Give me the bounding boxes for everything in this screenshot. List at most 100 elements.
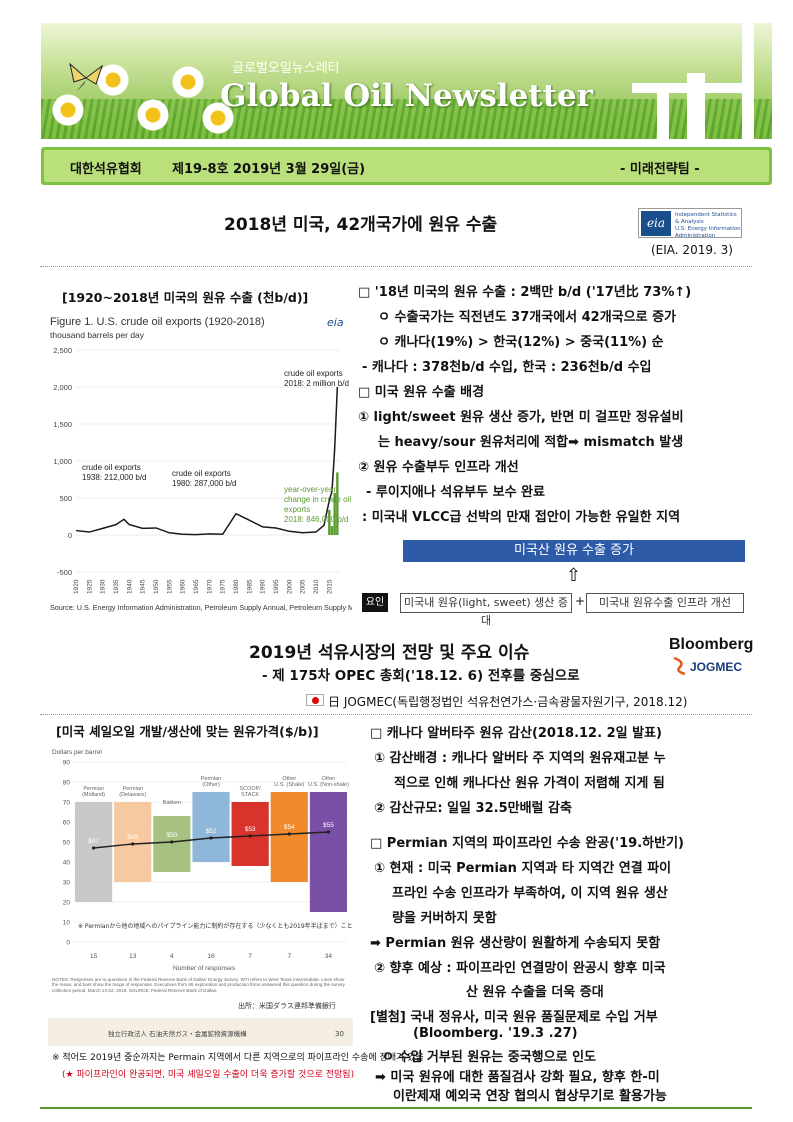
issue-date: 제19-8호 2019년 3월 29일(금) bbox=[172, 162, 366, 177]
jogmec-logo: JOGMEC bbox=[690, 660, 743, 674]
chart2-notes: NOTES: Responses are to questions in the… bbox=[52, 977, 345, 993]
mean-point bbox=[131, 842, 135, 846]
yoy-change-bar bbox=[336, 472, 339, 535]
x-tick-label: 1925 bbox=[86, 579, 93, 594]
department-name: - 미래전략팀 - bbox=[620, 162, 700, 177]
article1-source: (EIA. 2019. 3) bbox=[651, 243, 733, 257]
y-tick-label: 50 bbox=[63, 840, 71, 847]
x-tick-label: 1950 bbox=[153, 579, 160, 594]
organization-name: 대한석유협회 bbox=[70, 162, 142, 177]
response-count: 15 bbox=[90, 953, 98, 960]
y-tick-label: 10 bbox=[63, 920, 71, 927]
chart2-note-1: ※ 적어도 2019년 중순까지는 Permain 지역에서 다른 지역으로의 … bbox=[52, 1053, 424, 1063]
a2-line-7: 량을 커버하지 못함 bbox=[392, 911, 497, 926]
a2-line-6: 프라인 수송 인프라가 부족하여, 이 지역 원유 생산 bbox=[392, 886, 668, 901]
x-tick-label: 1990 bbox=[260, 579, 267, 594]
x-tick-label: 1965 bbox=[193, 579, 200, 594]
chart2-ylabel: Dollars per barrel bbox=[52, 749, 102, 756]
range-bar bbox=[270, 792, 308, 882]
x-tick-label: 1980 bbox=[233, 579, 240, 594]
daisy-icon bbox=[51, 93, 85, 127]
a2-line-9: ② 향후 예상 : 파이프라인 연결망이 완공시 향후 미국 bbox=[374, 961, 666, 976]
annotation-1938-line2: 1938: 212,000 b/d bbox=[82, 473, 147, 482]
range-bar bbox=[114, 802, 152, 882]
category-label: (Delaware) bbox=[119, 792, 146, 798]
mean-label: $50 bbox=[166, 832, 177, 839]
y-tick-label: -500 bbox=[57, 568, 72, 577]
newsletter-banner bbox=[41, 23, 772, 139]
chart2-caption: [미국 셰일오일 개발/생산에 맞는 원유가격($/b)] bbox=[56, 724, 319, 739]
category-label: U.S. (Non-shale) bbox=[308, 782, 349, 788]
mean-label: $55 bbox=[323, 822, 334, 829]
y-tick-label: 0 bbox=[68, 531, 72, 540]
response-count: 16 bbox=[207, 953, 215, 960]
category-label: SCOOP/ bbox=[239, 786, 261, 792]
chart1-title: Figure 1. U.S. crude oil exports (1920-2… bbox=[50, 316, 265, 328]
category-label: Permian bbox=[122, 786, 142, 792]
article1-title: 2018년 미국, 42개국가에 원유 수출 bbox=[224, 215, 498, 235]
yoy-change-bar bbox=[330, 526, 334, 535]
y-tick-label: 0 bbox=[66, 940, 70, 947]
y-tick-label: 500 bbox=[59, 494, 72, 503]
mean-point bbox=[91, 846, 96, 850]
article2-subtitle: - 제 175차 OPEC 총회('18.12. 6) 전후를 중심으로 bbox=[262, 668, 580, 684]
x-tick-label: 2015 bbox=[326, 579, 333, 594]
chart2-jp-note: ※ Permianから他の地域へのパイプライン能力に制約が存在する（少なくとも2… bbox=[78, 922, 353, 930]
a2-line-12: (Bloomberg. '19.3 .27) bbox=[413, 1026, 578, 1041]
category-label: (Other) bbox=[202, 782, 220, 788]
a2-line-15: 이란제재 예외국 연장 협의시 협상무기로 활용가능 bbox=[393, 1089, 667, 1104]
annotation-yoy-line4: 2018: 846,000 b/d bbox=[284, 515, 349, 524]
category-label: Other bbox=[322, 776, 336, 782]
y-tick-label: 40 bbox=[63, 860, 71, 867]
annotation-1980-line2: 1980: 287,000 b/d bbox=[172, 479, 237, 488]
a1-line-3: - 캐나다 : 378천b/d 수입, 한국 : 236천b/d 수입 bbox=[362, 360, 652, 375]
shale-breakeven-chart: Dollars per barrel 90 80 70 60 50 40 30 20 10 0 $… bbox=[48, 744, 353, 1046]
a1-line-4: □ 미국 원유 수출 배경 bbox=[358, 385, 485, 400]
annotation-2018-line2: 2018: 2 million b/d bbox=[284, 379, 349, 388]
x-tick-label: 1995 bbox=[273, 579, 280, 594]
issue-info-bar bbox=[41, 147, 772, 185]
yoy-change-bar bbox=[333, 492, 336, 535]
x-tick-label: 2000 bbox=[286, 579, 293, 594]
y-tick-label: 80 bbox=[63, 780, 71, 787]
a2-line-14: ➡ 미국 원유에 대한 품질검사 강화 필요, 향후 한-미 bbox=[375, 1070, 660, 1085]
japan-flag-icon bbox=[306, 694, 324, 706]
mean-point bbox=[209, 836, 213, 840]
response-count: 7 bbox=[287, 953, 291, 960]
range-bar bbox=[192, 792, 230, 862]
a2-line-0: □ 캐나다 알버타주 원유 감산(2018.12. 2일 발표) bbox=[370, 726, 662, 741]
bottom-rule bbox=[40, 1107, 752, 1109]
a1-line-9: : 미국내 VLCC급 선박의 만재 접안이 가능한 유일한 지역 bbox=[362, 510, 681, 525]
annotation-2018-line1: crude oil exports bbox=[284, 369, 343, 378]
a1-line-6: 는 heavy/sour 원유처리에 적합➡ mismatch 발생 bbox=[378, 435, 684, 450]
response-count: 7 bbox=[248, 953, 252, 960]
annotation-yoy-line3: exports bbox=[284, 505, 310, 514]
x-tick-label: 2005 bbox=[300, 579, 307, 594]
daisy-icon bbox=[201, 101, 235, 135]
range-bar bbox=[74, 802, 113, 902]
x-tick-label: 1935 bbox=[113, 579, 120, 594]
x-tick-label: 1970 bbox=[206, 579, 213, 594]
daisy-icon bbox=[136, 98, 170, 132]
a2-line-13: ㅇ 수입 거부된 원유는 중국행으로 인도 bbox=[382, 1050, 596, 1065]
x-tick-label: 1975 bbox=[220, 579, 227, 594]
category-label: Permian bbox=[83, 786, 103, 792]
jogmec-logo-icon bbox=[673, 656, 686, 676]
range-bar bbox=[231, 802, 269, 866]
a2-line-3: ② 감산규모: 일일 32.5만배럴 감축 bbox=[374, 801, 572, 816]
y-tick-label: 2,500 bbox=[53, 346, 72, 355]
chart1-source: Source: U.S. Energy Information Administ… bbox=[50, 603, 352, 612]
a1-line-0: □ '18년 미국의 원유 수출 : 2백만 b/d ('17년比 73%↑) bbox=[358, 285, 692, 300]
annotation-1938-line1: crude oil exports bbox=[82, 463, 141, 472]
banner-title: Global Oil Newsletter bbox=[220, 78, 593, 114]
x-tick-label: 1985 bbox=[246, 579, 253, 594]
range-bar bbox=[309, 792, 348, 912]
flow-plus: + bbox=[575, 594, 586, 608]
category-label: Other bbox=[282, 776, 296, 782]
x-tick-label: 1945 bbox=[140, 579, 147, 594]
category-label: Bakken bbox=[163, 800, 181, 806]
y-tick-label: 20 bbox=[63, 900, 71, 907]
us-crude-exports-chart: Figure 1. U.S. crude oil exports (1920-2… bbox=[50, 316, 352, 612]
daisy-icon bbox=[171, 65, 205, 99]
flow-factor-box-1: 미국내 원유(light, sweet) 생산 증대 bbox=[400, 593, 572, 627]
